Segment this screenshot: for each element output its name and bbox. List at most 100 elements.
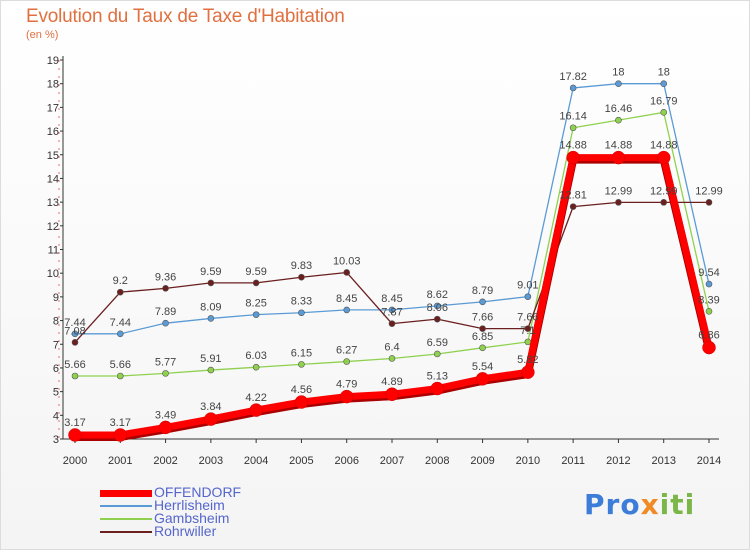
data-point-herrlisheim [524,293,532,300]
y-tick-label: 12 [47,221,59,233]
y-tick-label: 8 [53,316,59,328]
data-label-gambsheim: 5.77 [155,356,176,368]
data-label-offendorf: 5.13 [427,371,448,383]
data-label-rohrwiller: 7.87 [381,307,402,319]
x-tick-label: 2007 [380,455,404,467]
legend-swatch [100,505,152,507]
unit-label: (en %) [26,29,59,41]
y-tick-label: 3 [53,434,59,446]
data-label-gambsheim: 6.59 [427,337,448,349]
data-point-rohrwiller [162,285,169,292]
data-label-rohrwiller: 7.08 [64,325,85,337]
data-label-gambsheim: 8.39 [698,294,719,306]
legend-label: OFFENDORF [154,484,242,500]
data-point-offendorf [113,428,128,442]
data-label-herrlisheim: 7.44 [64,317,85,329]
data-label-gambsheim: 16.79 [650,95,678,107]
data-label-rohrwiller: 9.59 [245,266,266,278]
y-tick-label: 5 [53,387,59,399]
data-point-gambsheim [479,344,486,352]
legend-label: Rohrwiller [154,523,217,539]
data-point-rohrwiller [479,325,486,332]
data-point-gambsheim [162,370,169,377]
data-point-herrlisheim [705,280,713,288]
data-point-gambsheim [116,372,124,380]
data-point-rohrwiller [252,279,260,287]
data-label-rohrwiller: 9.2 [113,275,128,287]
data-point-offendorf [68,428,82,442]
legend-swatch [100,490,152,497]
data-point-offendorf [566,150,580,165]
data-point-offendorf [611,150,626,165]
data-point-gambsheim [569,124,577,132]
data-point-offendorf [656,150,671,165]
data-point-offendorf [385,387,399,401]
y-tick-label: 15 [47,150,59,162]
data-label-offendorf: 5.54 [472,361,493,373]
data-point-rohrwiller [705,199,713,206]
data-label-rohrwiller: 12.99 [695,185,723,197]
x-tick-label: 2008 [425,455,449,467]
data-label-herrlisheim: 7.44 [110,317,131,329]
data-point-rohrwiller [569,203,577,210]
data-label-gambsheim: 16.46 [605,103,633,115]
x-tick-label: 2005 [289,455,313,467]
data-label-rohrwiller: 7.66 [472,312,493,324]
data-label-rohrwiller: 7.66 [517,312,538,324]
x-tick-label: 2010 [516,455,540,467]
data-label-herrlisheim: 18 [612,67,624,79]
y-tick-label: 17 [47,102,59,114]
data-label-rohrwiller: 8.06 [427,302,448,314]
data-label-rohrwiller: 12.99 [605,185,633,197]
data-point-herrlisheim [162,319,169,327]
proxiti-logo: Proxiti [584,488,695,521]
data-point-herrlisheim [298,309,305,317]
data-label-rohrwiller: 10.03 [333,255,361,267]
data-point-rohrwiller [615,199,622,206]
data-label-herrlisheim: 8.25 [245,298,266,310]
data-label-offendorf: 6.86 [698,330,719,342]
data-point-gambsheim [207,366,215,374]
x-tick-label: 2013 [651,455,675,467]
data-point-gambsheim [660,109,668,116]
data-point-gambsheim [615,116,622,124]
x-tick-label: 2011 [561,455,585,467]
data-label-rohrwiller: 9.83 [291,260,312,272]
data-point-offendorf [158,420,173,435]
data-label-rohrwiller: 9.59 [200,266,221,278]
data-point-gambsheim [343,358,351,365]
data-label-herrlisheim: 7.89 [155,306,176,318]
data-point-herrlisheim [207,315,215,322]
series-line-gambsheim [75,111,710,377]
data-point-rohrwiller [343,269,351,276]
data-label-gambsheim: 6.27 [336,345,357,357]
data-point-herrlisheim [71,330,79,338]
data-point-herrlisheim [388,306,396,314]
data-point-rohrwiller [388,320,396,327]
data-label-rohrwiller: 9.36 [155,271,176,283]
data-label-herrlisheim: 9.54 [698,267,719,279]
data-point-rohrwiller [298,273,305,281]
data-label-offendorf: 4.56 [291,384,312,396]
data-point-rohrwiller [524,325,532,332]
y-tick-label: 18 [47,79,59,91]
data-label-gambsheim: 6.03 [245,350,266,362]
data-point-gambsheim [71,372,79,380]
chart-title: Evolution du Taux de Taxe d'Habitation [26,6,345,27]
data-label-offendorf: 14.88 [559,140,587,152]
data-point-herrlisheim [252,311,260,318]
data-point-offendorf [294,395,309,409]
data-label-gambsheim: 6.4 [384,341,399,353]
data-label-offendorf: 3.17 [110,417,131,429]
data-point-offendorf [249,403,263,417]
data-point-herrlisheim [116,330,124,338]
data-label-offendorf: 4.22 [245,392,266,404]
data-point-offendorf [702,340,716,355]
x-tick-label: 2001 [108,455,132,467]
data-point-herrlisheim [433,302,441,310]
y-tick-label: 11 [48,245,59,257]
data-point-gambsheim [252,363,260,371]
data-point-gambsheim [298,361,305,368]
data-label-offendorf: 4.89 [381,376,402,388]
x-tick-label: 2004 [244,455,268,467]
